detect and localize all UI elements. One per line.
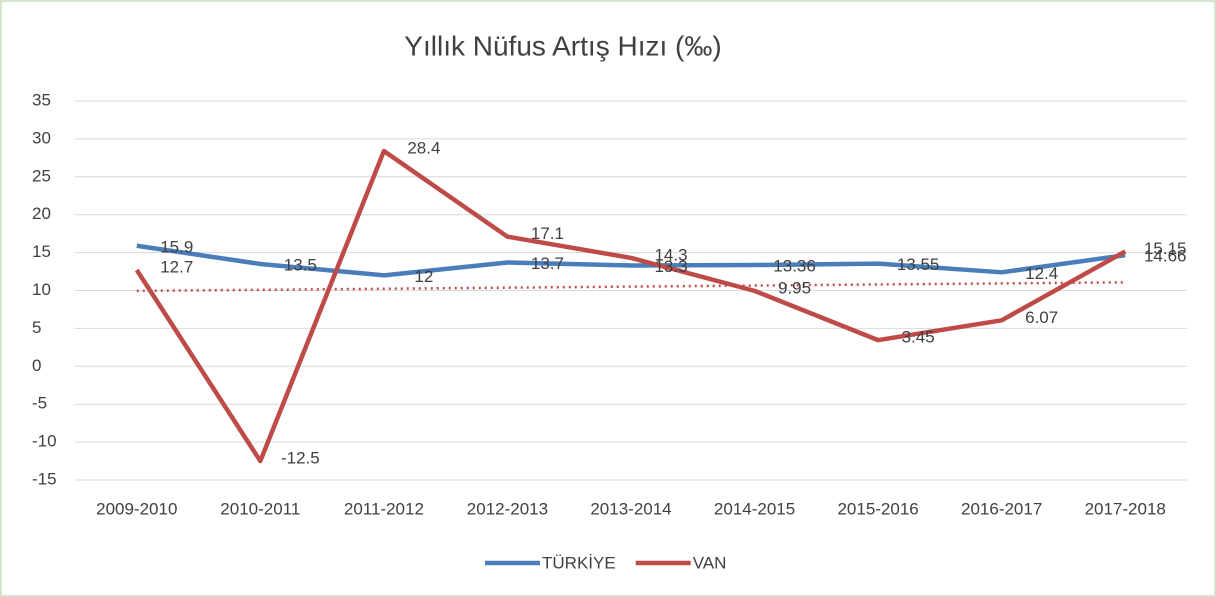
x-tick-label: 2012-2013 — [467, 499, 548, 518]
data-label: 13.3 — [654, 257, 687, 276]
y-tick-label: -5 — [32, 394, 47, 413]
legend-label: VAN — [693, 553, 727, 572]
y-tick-label: 30 — [32, 128, 51, 147]
series-line — [134, 148, 1127, 464]
data-label: -12.5 — [281, 449, 320, 468]
series-line — [136, 243, 1126, 278]
x-tick-label: 2009-2010 — [96, 499, 177, 518]
data-label: 15.9 — [160, 237, 193, 256]
data-label: 13.7 — [531, 254, 564, 273]
data-label: 12.7 — [160, 258, 193, 277]
x-tick-label: 2013-2014 — [590, 499, 671, 518]
x-tick-label: 2011-2012 — [344, 499, 424, 518]
y-tick-label: 25 — [32, 166, 51, 185]
data-label: 13.36 — [773, 257, 816, 276]
data-label: 6.07 — [1025, 308, 1058, 327]
data-label: 12 — [414, 267, 433, 286]
data-label: 12.4 — [1025, 264, 1058, 283]
x-tick-label: 2014-2015 — [714, 499, 795, 518]
x-tick-label: 2017-2018 — [1085, 499, 1166, 518]
y-tick-label: 10 — [32, 280, 51, 299]
data-label: 15.15 — [1144, 239, 1187, 258]
trendline — [136, 281, 1126, 293]
y-tick-label: -15 — [32, 469, 57, 488]
legend-label: TÜRKİYE — [542, 553, 616, 572]
y-tick-label: 35 — [32, 90, 51, 109]
y-tick-label: 0 — [32, 356, 41, 375]
y-tick-label: -10 — [32, 432, 57, 451]
x-tick-label: 2016-2017 — [961, 499, 1042, 518]
y-tick-label: 20 — [32, 204, 51, 223]
data-label: 14.66 — [1144, 247, 1187, 266]
y-tick-label: 5 — [32, 318, 41, 337]
x-tick-label: 2010-2011 — [220, 499, 300, 518]
data-label: 9.95 — [778, 278, 811, 297]
data-label: 3.45 — [902, 328, 935, 347]
y-tick-label: 15 — [32, 242, 51, 261]
chart-title: Yıllık Nüfus Artış Hızı (‰) — [404, 30, 721, 61]
data-label: 14.3 — [654, 245, 687, 264]
data-label: 13.55 — [897, 255, 940, 274]
data-label: 17.1 — [531, 224, 564, 243]
data-label: 13.5 — [284, 255, 317, 274]
x-tick-label: 2015-2016 — [837, 499, 918, 518]
data-label: 28.4 — [407, 139, 440, 158]
